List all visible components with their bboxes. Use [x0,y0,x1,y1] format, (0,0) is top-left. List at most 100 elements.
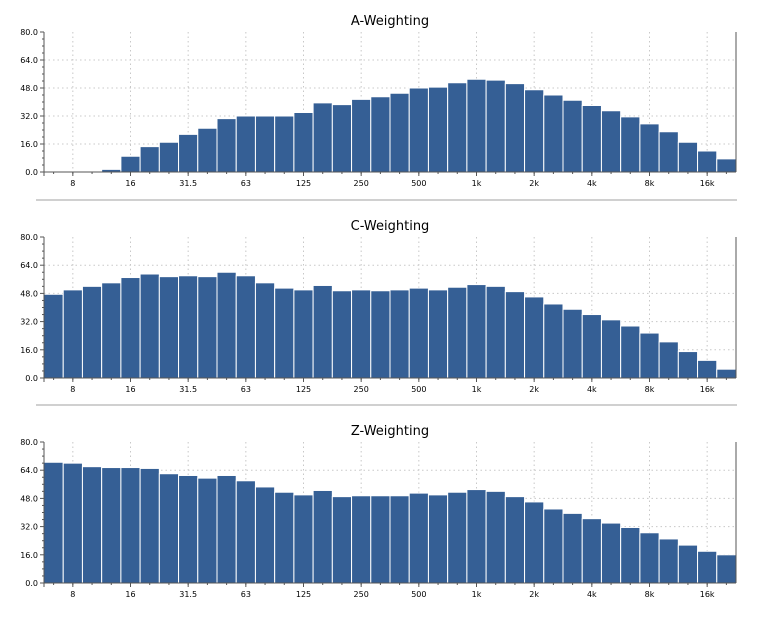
chart-0: A-Weighting 0.0 16.0 32.0 48.0 64.0 80.0 8 16 31.… [20,14,737,188]
bar-12.5 [101,282,122,379]
bar-8k [639,532,660,584]
bar-25 [158,141,180,173]
bar-200 [331,496,353,584]
bar-8k [639,332,660,379]
x-tick-label: 8k [645,590,655,599]
bar-80 [254,486,276,584]
bar-50 [216,118,237,173]
bar-250 [351,289,372,379]
x-tick-label: 1k [472,590,482,599]
bar-31.5 [178,133,199,173]
bar-10 [81,466,103,584]
bar-800 [447,82,468,173]
chart-title: A-Weighting [351,14,429,29]
y-tick-label: 0.0 [25,168,38,177]
x-tick-label: 500 [411,385,426,394]
bar-40 [197,477,218,584]
bar-6.3k [620,325,641,379]
x-tick-label: 16 [125,385,135,394]
bar-12.5k [677,351,699,379]
bar-100 [274,115,295,173]
x-tick-label: 250 [354,179,369,188]
bar-400 [389,495,410,584]
bar-63 [235,275,256,379]
x-tick-label: 2k [529,590,539,599]
bar-50 [216,474,237,584]
bar-16k [697,359,718,379]
bar-4k [581,105,602,173]
bar-1.25k [485,79,506,173]
bar-6.3k [620,116,641,173]
bar-125 [293,112,314,173]
bar-63 [235,115,256,173]
x-tick-label: 4k [587,179,597,188]
bar-12.5k [677,544,699,584]
bar-1k [466,284,487,379]
bar-80 [254,282,276,379]
x-tick-label: 63 [241,590,251,599]
x-tick-label: 16 [125,590,135,599]
bar-500 [408,492,429,584]
bar-160 [312,102,333,173]
bar-16k [697,550,718,584]
bar-1.25k [485,490,506,584]
bar-2.5k [543,303,564,379]
y-tick-label: 80.0 [20,438,38,447]
y-tick-label: 16.0 [20,140,38,149]
x-tick-label: 63 [241,385,251,394]
bar-25 [158,276,180,379]
bar-10k [658,341,679,379]
bar-1.25k [485,285,506,379]
y-tick-label: 0.0 [25,374,38,383]
x-tick-label: 31.5 [179,590,197,599]
bar-630 [427,494,449,584]
x-tick-label: 31.5 [179,385,197,394]
bar-2k [524,296,545,379]
bar-20 [139,273,160,379]
bar-12.5 [101,467,122,584]
chart-title: Z-Weighting [351,424,429,439]
bar-8 [62,289,83,379]
chart-2: Z-Weighting 0.0 16.0 32.0 48.0 64.0 80.0 8 16 31.… [20,424,737,599]
bar-1.6k [504,83,526,173]
bar-12.5k [677,141,699,173]
bar-250 [351,495,372,584]
x-tick-label: 2k [529,385,539,394]
x-tick-label: 31.5 [179,179,197,188]
chart-1: C-Weighting 0.0 16.0 32.0 48.0 64.0 80.0 8 16 31.… [20,219,737,394]
bar-20 [139,467,160,584]
x-tick-label: 8 [70,179,75,188]
x-tick-label: 125 [296,179,311,188]
bar-6.3 [43,293,64,379]
bar-100 [274,491,295,584]
bar-125 [293,289,314,379]
bar-16 [120,155,141,173]
y-tick-label: 64.0 [20,466,38,475]
bar-10k [658,131,679,173]
x-tick-label: 16k [700,179,715,188]
bar-20k [716,158,737,173]
x-tick-label: 4k [587,385,597,394]
bar-1.6k [504,496,526,584]
bar-16 [120,467,141,584]
y-tick-label: 64.0 [20,56,38,65]
chart-title: C-Weighting [351,219,430,234]
x-tick-label: 4k [587,590,597,599]
x-tick-label: 500 [411,179,426,188]
x-tick-label: 16k [700,590,715,599]
bar-6.3k [620,526,641,584]
x-tick-label: 8 [70,385,75,394]
bar-40 [197,127,218,173]
bar-3.15k [562,99,583,173]
bar-1.6k [504,291,526,379]
bar-100 [274,287,295,379]
bar-315 [370,96,391,173]
y-tick-label: 0.0 [25,579,38,588]
x-tick-label: 16 [125,179,135,188]
bar-315 [370,290,391,379]
x-tick-label: 125 [296,385,311,394]
x-tick-label: 63 [241,179,251,188]
x-tick-label: 1k [472,385,482,394]
bar-200 [331,104,353,173]
